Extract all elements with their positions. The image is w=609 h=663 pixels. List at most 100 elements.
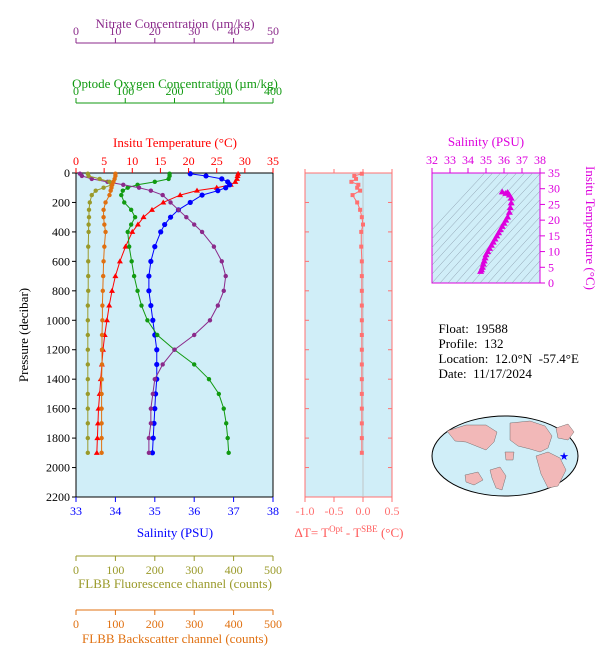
backscatter-point [102,222,107,227]
oxygen-point [166,176,171,182]
ts-isoline [527,269,540,283]
oxygen-tick-label: 100 [116,84,134,98]
oxygen-point [135,288,140,294]
nitrate-point [136,185,142,190]
delta-t-point [358,207,363,212]
nitrate-axis: 0 10 20 30 40 50 [73,24,279,44]
salinity-point [203,173,209,179]
nitrate-tick-label: 10 [109,24,121,38]
delta-t-point [359,450,364,455]
delta-t-point [359,406,364,411]
fluorescence-tick-label: 100 [106,563,124,577]
backscatter-point [99,362,105,367]
delta-t-tick-label: 0.5 [385,504,400,518]
salinity-point [150,317,156,323]
oxygen-point [120,188,125,193]
top-axes: Nitrate Concentration (µm/kg) Optode Oxy… [72,16,282,173]
salinity-point [146,273,152,279]
pressure-tick-label: 2000 [46,461,70,475]
oxygen-point [128,207,134,213]
ts-point [506,204,514,211]
delta-t-series [349,171,365,497]
ts-point [484,248,492,255]
pressure-tick-label: 1400 [46,372,70,386]
ts-temperature-tick-label: 0 [548,276,554,290]
fluorescence-point [85,376,91,382]
delta-t-panel: -1.0 -0.5 0.0 0.5 ΔT= TOpt - TSBE (°C) [295,169,403,540]
fluorescence-point [85,303,91,308]
salinity-tick-label: 34 [109,504,121,518]
backscatter-point [103,200,108,205]
fluorescence-tick-label: 400 [225,563,243,577]
temperature-point [112,273,119,279]
oxygen-point [139,303,144,308]
ts-isoline [432,173,494,240]
salinity-point [146,288,152,294]
nitrate-point [176,207,181,213]
ts-point [502,216,510,223]
temperature-tick-label: 20 [183,154,195,168]
fluorescence-point [87,200,92,205]
temperature-axis: 0 5 10 15 20 25 30 35 [73,154,279,173]
nitrate-tick-label: 50 [267,24,279,38]
backscatter-point [100,288,105,294]
nitrate-point [168,200,173,205]
backscatter-point [99,376,104,382]
ts-salinity-tick-label: 37 [516,153,528,167]
ts-point [507,199,515,206]
salinity-point [148,302,154,309]
temperature-tick-label: 5 [101,154,107,168]
temperature-point [93,449,100,455]
location-info: Location: 12.0°N -57.4°E [432,335,579,367]
nitrate-point [148,188,154,193]
ts-isoline [432,173,510,257]
fluorescence-point [86,244,91,249]
delta-t-tick-label: -1.0 [296,504,315,518]
ts-isoline [432,173,486,231]
ts-isoline [503,242,540,283]
ts-salinity-axis-label: Salinity (PSU) [448,134,524,149]
nitrate-point [79,173,85,179]
ts-temperature-tick-label: 5 [548,260,554,274]
delta-t-point [354,176,359,181]
nitrate-point [146,435,152,441]
temperature-point [160,199,167,205]
salinity-point [158,229,164,235]
oxygen-point [128,222,134,227]
fluorescence-point [86,288,91,294]
oxygen-point [145,318,150,323]
pressure-tick-label: 1600 [46,402,70,416]
oxygen-point [126,244,132,249]
ts-salinity-tick-label: 35 [480,153,492,167]
delta-t-point [359,391,364,396]
temperature-point [116,258,123,264]
delta-t-point [359,362,364,367]
temperature-tick-label: 15 [154,154,166,168]
nitrate-axis-label: Nitrate Concentration (µm/kg) [95,16,254,31]
fluorescence-axis: 0 100 200 300 400 500 [73,555,282,577]
temperature-tick-label: 25 [211,154,223,168]
nitrate-point [148,421,154,426]
salinity-tick-label: 33 [70,504,82,518]
fluorescence-line [87,173,113,453]
location-label: Location: [438,351,489,366]
oxygen-point [226,450,231,456]
fluorescence-point [86,222,91,227]
fluorescence-point [89,192,94,198]
float-label: Float: [438,321,469,336]
ts-temperature-tick-label: 15 [548,229,560,243]
location-value: 12.0°N -57.4°E [494,351,579,366]
fluorescence-axis-label: FLBB Fluorescence channel (counts) [78,576,272,591]
temperature-point [109,287,116,293]
backscatter-point [108,188,113,193]
nitrate-point [121,182,126,187]
temperature-point [103,317,110,323]
fluorescence-point [93,188,98,193]
ts-isoline [455,190,540,283]
oxygen-tick-label: 200 [166,84,184,98]
oxygen-point [125,185,130,190]
fluorescence-point [85,435,91,441]
delta-t-point [350,193,355,198]
